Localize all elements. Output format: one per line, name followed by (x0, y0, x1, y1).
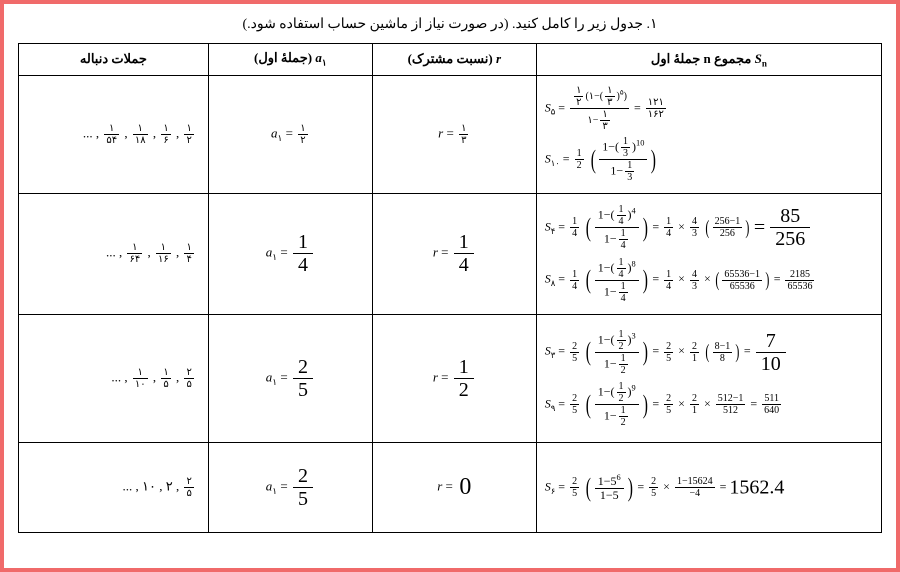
document-frame: ١. جدول زیر را کامل کنید. (در صورت نیاز … (0, 0, 900, 572)
cell-a1: a١ = 14 (208, 193, 372, 314)
cell-r: r = 14 (372, 193, 536, 314)
cell-a1: a١ = ١٢ (208, 75, 372, 193)
cell-sequence: ١٢ , ١۶ , ١١٨ , ١۵۴ , ... (19, 75, 209, 193)
cell-sum: S۴ = 14 (1−(14)41−14) = 14 × 43 (256−125… (536, 193, 881, 314)
cell-r: r = 12 (372, 314, 536, 442)
data-table: جملات دنباله a١ (جملهٔ اول) r (نسبت مشتر… (18, 43, 882, 533)
cell-sequence: ٢۵ , ١۵ , ١١٠ , ... (19, 314, 209, 442)
cell-r: r = ١٣ (372, 75, 536, 193)
cell-sum: S٣ = 25 (1−(12)31−12) = 25 × 21 (8−18) =… (536, 314, 881, 442)
cell-a1: a١ = 25 (208, 442, 372, 532)
table-row: ١٢ , ١۶ , ١١٨ , ١۵۴ , ...a١ = ١٢r = ١٣S۵… (19, 75, 882, 193)
problem-title: ١. جدول زیر را کامل کنید. (در صورت نیاز … (18, 16, 882, 33)
cell-sum: S۶ = 25 (1−561−5) = 25 × 1−15624−4 = 156… (536, 442, 881, 532)
cell-sequence: ٢۵ , ٢ , ١٠ , ... (19, 442, 209, 532)
table-row: ٢۵ , ٢ , ١٠ , ...a١ = 25r = 0S۶ = 25 (1−… (19, 442, 882, 532)
table-row: ٢۵ , ١۵ , ١١٠ , ...a١ = 25r = 12S٣ = 25 … (19, 314, 882, 442)
cell-sum: S۵ = ١٢(١−(١٣)۵)١−١٣ = ١٢١١۶٢S١٠ = 12 (1… (536, 75, 881, 193)
table-row: ١۴ , ١١۶ , ١۶۴ , ...a١ = 14r = 14S۴ = 14… (19, 193, 882, 314)
header-sn: Sn مجموع n جملهٔ اول (536, 44, 881, 76)
cell-r: r = 0 (372, 442, 536, 532)
header-seq: جملات دنباله (19, 44, 209, 76)
header-a1: a١ (جملهٔ اول) (208, 44, 372, 76)
header-r: r (نسبت مشترک) (372, 44, 536, 76)
cell-a1: a١ = 25 (208, 314, 372, 442)
header-row: جملات دنباله a١ (جملهٔ اول) r (نسبت مشتر… (19, 44, 882, 76)
cell-sequence: ١۴ , ١١۶ , ١۶۴ , ... (19, 193, 209, 314)
